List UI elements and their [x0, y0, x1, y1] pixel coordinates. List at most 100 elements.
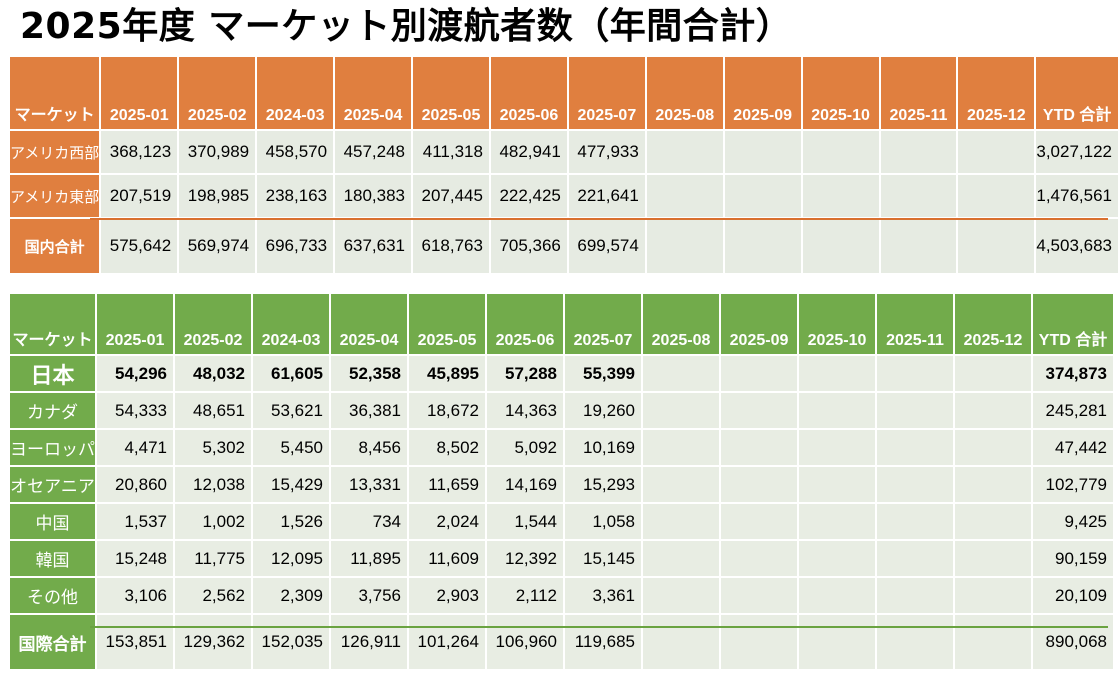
value-cell: 207,445 — [413, 175, 489, 217]
value-cell — [646, 219, 723, 273]
value-cell: 222,425 — [490, 175, 567, 217]
value-cell: 129,362 — [175, 615, 251, 669]
value-cell — [880, 131, 957, 173]
value-cell — [724, 131, 801, 173]
value-cell — [643, 430, 719, 465]
value-cell — [955, 615, 1031, 669]
value-cell: 238,163 — [257, 175, 334, 217]
value-cell: 2,024 — [409, 504, 485, 539]
row-label: その他 — [10, 578, 95, 613]
value-cell: 54,333 — [97, 393, 173, 428]
value-cell: 48,032 — [175, 356, 251, 391]
value-cell — [721, 504, 797, 539]
header-cell: 2025-05 — [409, 294, 485, 354]
value-cell: 5,092 — [487, 430, 563, 465]
row-label: ヨーロッパ — [10, 430, 95, 465]
value-cell — [643, 504, 719, 539]
value-cell: 368,123 — [101, 131, 178, 173]
international-table: マーケット 2025-01 2025-02 2024-03 2025-04 2025-05… — [8, 292, 1115, 671]
value-cell — [877, 578, 953, 613]
value-cell — [877, 393, 953, 428]
value-cell: 55,399 — [565, 356, 641, 391]
value-cell: 1,537 — [97, 504, 173, 539]
value-cell: 54,296 — [97, 356, 173, 391]
header-cell: 2025-05 — [413, 57, 489, 129]
value-cell: 482,941 — [490, 131, 567, 173]
value-cell — [799, 430, 875, 465]
value-cell: 180,383 — [335, 175, 412, 217]
value-cell — [880, 219, 957, 273]
value-cell: 569,974 — [179, 219, 256, 273]
table-row: 韓国 15,248 11,775 12,095 11,895 11,609 12,392 15… — [10, 541, 1113, 576]
header-cell: 2025-10 — [802, 57, 879, 129]
header-market: マーケット — [10, 57, 100, 129]
header-cell: 2025-09 — [721, 294, 797, 354]
value-cell: 15,248 — [97, 541, 173, 576]
value-cell: 3,106 — [97, 578, 173, 613]
domestic-table: マーケット 2025-01 2025-02 2024-03 2025-04 2025-05… — [8, 55, 1120, 275]
value-cell — [955, 541, 1031, 576]
table-row: カナダ 54,333 48,651 53,621 36,381 18,672 14,363 1… — [10, 393, 1113, 428]
value-cell — [958, 219, 1035, 273]
header-cell: 2025-12 — [958, 57, 1035, 129]
value-cell — [877, 504, 953, 539]
value-cell — [724, 219, 801, 273]
ytd-cell: 47,442 — [1033, 430, 1113, 465]
ytd-cell: 102,779 — [1033, 467, 1113, 502]
value-cell: 699,574 — [568, 219, 645, 273]
value-cell: 153,851 — [97, 615, 173, 669]
value-cell: 11,775 — [175, 541, 251, 576]
row-label: 国際合計 — [10, 615, 95, 669]
value-cell: 48,651 — [175, 393, 251, 428]
value-cell — [799, 393, 875, 428]
header-cell: 2025-01 — [97, 294, 173, 354]
value-cell: 2,903 — [409, 578, 485, 613]
value-cell: 8,456 — [331, 430, 407, 465]
ytd-cell: 4,503,683 — [1036, 219, 1118, 273]
header-cell: 2025-02 — [179, 57, 256, 129]
header-cell: 2024-03 — [257, 57, 334, 129]
header-cell: 2025-01 — [101, 57, 178, 129]
value-cell: 198,985 — [179, 175, 256, 217]
header-cell: YTD 合計 — [1033, 294, 1113, 354]
value-cell — [799, 541, 875, 576]
table-row: アメリカ東部 207,519 198,985 238,163 180,383 207,44… — [10, 175, 1118, 217]
value-cell: 57,288 — [487, 356, 563, 391]
page-title: 2025年度 マーケット別渡航者数（年間合計） — [20, 6, 793, 47]
value-cell: 13,331 — [331, 467, 407, 502]
value-cell — [721, 467, 797, 502]
value-cell — [643, 541, 719, 576]
value-cell — [643, 578, 719, 613]
header-cell: 2025-04 — [331, 294, 407, 354]
header-row: マーケット 2025-01 2025-02 2024-03 2025-04 2025-05… — [10, 57, 1118, 129]
value-cell: 45,895 — [409, 356, 485, 391]
header-cell: 2025-06 — [487, 294, 563, 354]
value-cell — [955, 578, 1031, 613]
value-cell — [799, 578, 875, 613]
value-cell: 734 — [331, 504, 407, 539]
value-cell — [799, 356, 875, 391]
table-row: その他 3,106 2,562 2,309 3,756 2,903 2,112 3,361 20… — [10, 578, 1113, 613]
value-cell: 3,756 — [331, 578, 407, 613]
header-row: マーケット 2025-01 2025-02 2024-03 2025-04 2025-05… — [10, 294, 1113, 354]
value-cell — [721, 356, 797, 391]
table-row: オセアニア 20,860 12,038 15,429 13,331 11,659 14,16… — [10, 467, 1113, 502]
value-cell — [799, 467, 875, 502]
ytd-cell: 1,476,561 — [1036, 175, 1118, 217]
value-cell: 411,318 — [413, 131, 489, 173]
value-cell: 11,659 — [409, 467, 485, 502]
header-cell: 2025-08 — [643, 294, 719, 354]
value-cell: 14,169 — [487, 467, 563, 502]
value-cell: 61,605 — [253, 356, 329, 391]
value-cell: 5,450 — [253, 430, 329, 465]
value-cell — [802, 175, 879, 217]
ytd-cell: 3,027,122 — [1036, 131, 1118, 173]
header-cell: YTD 合計 — [1036, 57, 1118, 129]
international-total-divider — [90, 626, 1108, 628]
value-cell: 705,366 — [490, 219, 567, 273]
value-cell — [802, 131, 879, 173]
value-cell — [955, 504, 1031, 539]
value-cell — [799, 504, 875, 539]
value-cell — [721, 541, 797, 576]
table-row: 日本 54,296 48,032 61,605 52,358 45,895 57,288 55… — [10, 356, 1113, 391]
